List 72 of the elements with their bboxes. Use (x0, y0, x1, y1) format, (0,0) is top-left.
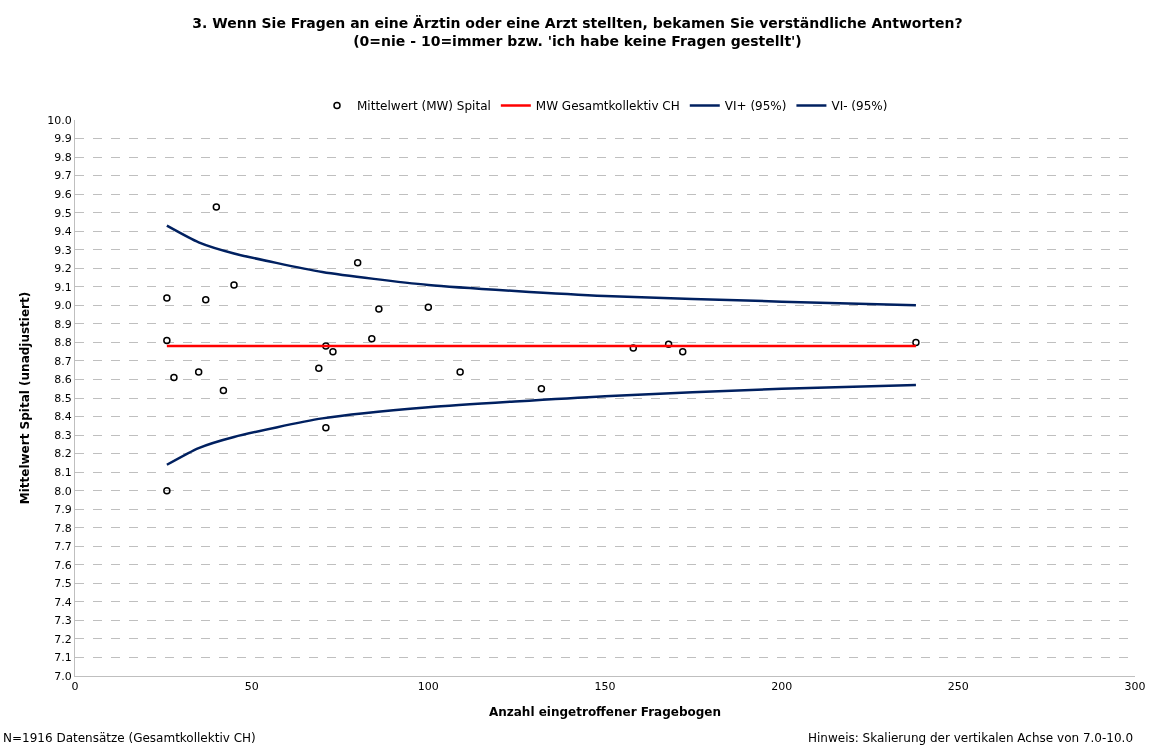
y-tick-label: 9.6 (54, 187, 72, 201)
point (912, 338, 920, 347)
y-tick-label: 8.8 (54, 336, 72, 350)
point (424, 303, 433, 311)
point (163, 486, 171, 495)
x-tick-label: 150 (594, 680, 616, 694)
y-tick-label: 7.2 (54, 632, 72, 646)
point (201, 296, 210, 304)
y-tick-label: 8.7 (54, 354, 72, 368)
point (353, 258, 362, 267)
point (315, 364, 323, 373)
line-series (165, 383, 918, 466)
y-tick-label: 9.7 (54, 169, 72, 183)
point (163, 336, 171, 345)
y-tick-label: 7.0 (54, 669, 72, 683)
y-tick-label: 8.3 (54, 428, 72, 442)
y-tick-label: 7.3 (54, 614, 72, 628)
y-tick-label: 8.1 (54, 465, 72, 479)
y-tick-label: 9.0 (54, 299, 72, 313)
x-tick-label: 200 (771, 680, 793, 694)
x-tick-label: 300 (1124, 680, 1146, 694)
y-tick-label: 9.8 (54, 150, 72, 164)
x-tick-label: 50 (244, 680, 259, 694)
y-tick-label: 8.9 (54, 317, 72, 331)
y-tick-label: 8.6 (54, 373, 72, 387)
y-tick-label: 7.4 (54, 595, 72, 609)
x-tick-label: 0 (71, 680, 79, 694)
y-tick-label: 9.1 (54, 280, 72, 294)
y-tick-label: 10.0 (47, 113, 72, 127)
point (329, 347, 337, 356)
y-tick-label: 7.7 (54, 540, 72, 554)
y-tick-label: 7.6 (54, 558, 72, 572)
point (170, 373, 178, 382)
y-tick-label: 9.2 (54, 262, 72, 276)
text: N=1916 Datensätze (Gesamtkollektiv CH) (3, 731, 256, 745)
y-tick-label: 8.2 (54, 447, 72, 461)
point (537, 384, 546, 393)
point (456, 368, 464, 376)
y-tick-label: 8.0 (54, 484, 72, 498)
y-tick-label: 8.5 (54, 391, 72, 405)
legend-label: Mittelwert (MW) Spital (357, 99, 491, 114)
point (163, 294, 171, 302)
text: Hinweis: Skalierung der vertikalen Achse von 7.0-10.0 (808, 731, 1134, 745)
point (322, 342, 330, 350)
y-tick-label: 9.5 (54, 206, 72, 220)
y-tick-label: 7.9 (54, 503, 72, 517)
point (678, 347, 687, 356)
y-tick-label: 7.8 (54, 521, 72, 535)
y-tick-label: 9.3 (54, 243, 72, 257)
point (664, 340, 673, 348)
point (322, 423, 330, 432)
y-axis-title: Mittelwert Spital (unadjustiert) (17, 291, 32, 505)
x-tick-label: 250 (947, 680, 969, 694)
legend-label: VI- (95%) (831, 99, 888, 114)
x-tick-label: 100 (417, 680, 439, 694)
y-tick-label: 9.9 (54, 132, 72, 146)
point (194, 368, 203, 376)
line-series (165, 224, 918, 307)
point (230, 281, 238, 289)
legend-label: MW Gesamtkollektiv CH (535, 99, 680, 114)
point (212, 203, 221, 211)
point (219, 386, 228, 395)
legend-label: VI+ (95%) (724, 99, 787, 114)
y-tick-label: 8.4 (54, 410, 72, 424)
point (375, 305, 383, 313)
y-tick-label: 9.4 (54, 225, 72, 239)
y-tick-label: 7.1 (54, 651, 72, 665)
point (368, 334, 376, 343)
point (629, 344, 638, 352)
chart-title: 3. Wenn Sie Fragen an eine Ärztin oder eine Arzt stellten, bekamen Sie verständliche Antworten? (0=nie - 10=immer bzw. 'ich habe keine Fragen gestellt') (192, 15, 963, 50)
y-tick-label: 7.5 (54, 577, 72, 591)
x-axis-title: Anzahl eingetroffener Fragebogen (488, 705, 722, 720)
